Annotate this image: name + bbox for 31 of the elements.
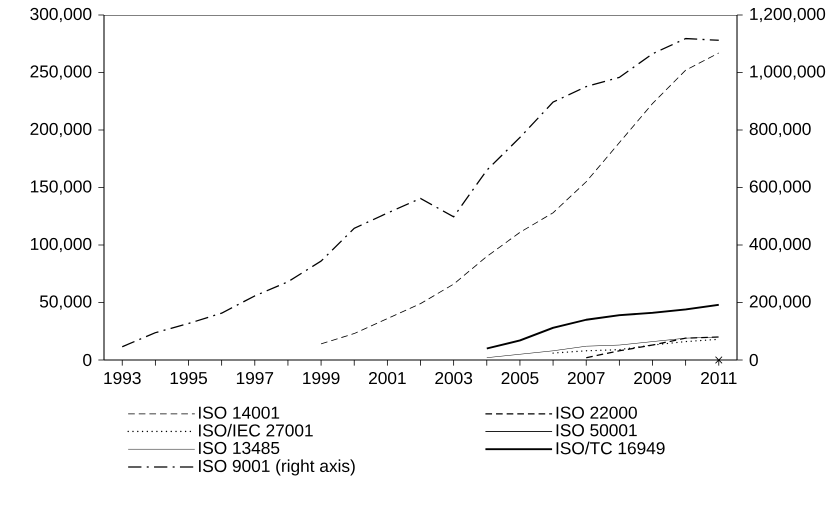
legend-label: ISO 13485 — [199, 442, 280, 454]
legend-label: ISO 9001 (right axis) — [199, 459, 355, 476]
y-tick-label: 200,000 — [30, 122, 92, 138]
y2-tick-label: 1,000,000 — [750, 65, 826, 80]
y2-tick-label: 1,200,000 — [750, 8, 826, 22]
x-tick-label: 1993 — [104, 372, 141, 384]
y2-tick-label: 0 — [750, 354, 758, 366]
y-tick-label: 300,000 — [30, 8, 92, 22]
x-tick-label: 2009 — [634, 372, 671, 384]
y-tick-label: 150,000 — [30, 180, 92, 195]
y-tick-label: 50,000 — [40, 295, 92, 310]
y2-tick-label: 800,000 — [750, 122, 811, 138]
y2-tick-label: 600,000 — [750, 180, 811, 195]
x-tick-label: 2007 — [568, 372, 605, 384]
legend-label: ISO 50001 — [556, 424, 637, 436]
y-tick-label: 100,000 — [30, 238, 92, 252]
x-tick-label: 1995 — [170, 372, 207, 384]
legend-label: ISO/TC 16949 — [556, 442, 665, 454]
x-tick-label: 1999 — [303, 372, 340, 384]
x-tick-label: 2003 — [435, 372, 472, 384]
legend-label: ISO 14001 — [199, 406, 280, 419]
y2-tick-label: 400,000 — [749, 238, 811, 252]
legend-label: ISO 22000 — [556, 406, 637, 419]
x-tick-label: 2001 — [369, 372, 406, 384]
y-tick-label: 250,000 — [30, 65, 92, 80]
legend-label: ISO/IEC 27001 — [199, 424, 313, 437]
x-tick-label: 2011 — [701, 372, 737, 384]
x-tick-label: 2005 — [502, 372, 538, 384]
x-tick-label: 1997 — [236, 372, 274, 384]
y2-tick-label: 200,000 — [750, 295, 811, 310]
y-tick-label: 0 — [83, 354, 92, 366]
